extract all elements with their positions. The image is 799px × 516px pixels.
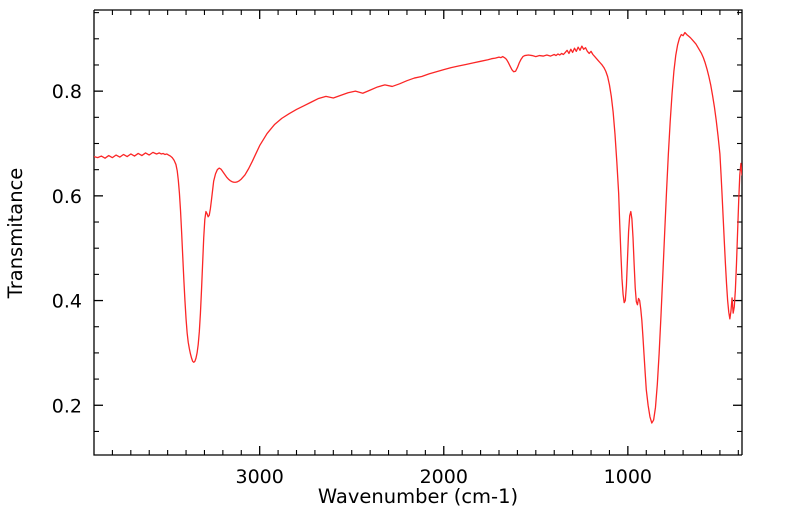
spectrum-line-0 <box>94 31 742 424</box>
x-tick-label: 3000 <box>236 466 284 488</box>
axes-frame <box>93 9 743 456</box>
x-tick-labels: 3000 2000 1000 <box>236 466 653 488</box>
y-tick-label: 0.8 <box>52 81 82 103</box>
y-tick-label: 0.2 <box>52 395 82 417</box>
x-tick-label: 2000 <box>420 466 468 488</box>
axis-spine-top-right <box>94 9 743 455</box>
x-tick-label: 1000 <box>604 466 652 488</box>
axis-spine-left-bottom <box>93 10 742 456</box>
y-tick-label: 0.6 <box>52 186 82 208</box>
y-tick-label: 0.4 <box>52 291 82 313</box>
axis-ticks <box>94 10 742 455</box>
data-series-group <box>94 31 742 424</box>
x-axis-title: Wavenumber (cm-1) <box>318 485 518 508</box>
y-tick-labels: 0.2 0.4 0.6 0.8 <box>52 81 82 417</box>
y-axis-title: Transmitance <box>4 168 27 300</box>
